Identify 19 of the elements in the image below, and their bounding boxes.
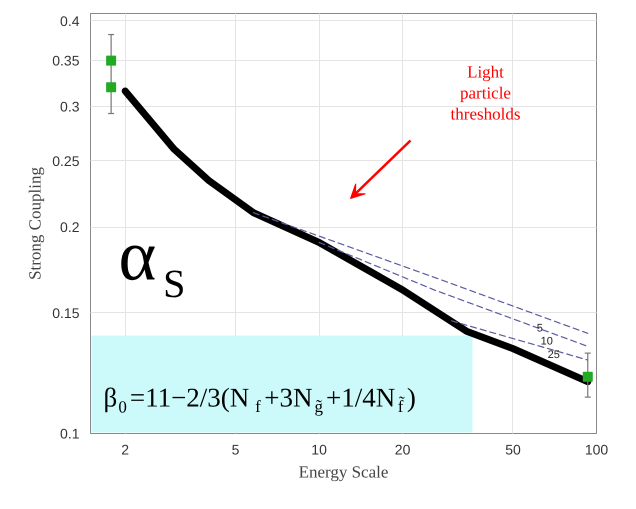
x-tick-label: 5 [232,442,240,458]
y-tick-label: 0.2 [60,219,80,236]
x-axis-title: Energy Scale [298,462,388,482]
y-tick-label: 0.15 [52,304,80,321]
annotation: 5 [536,322,543,334]
y-tick-label: 0.1 [60,426,80,442]
annotation: 25 [548,349,560,362]
x-tick-label: 2 [121,442,130,458]
x-tick-label: 20 [394,442,411,458]
annotation: Light particle thresholds [450,62,520,124]
x-tick-label: 50 [505,442,521,458]
y-tick-label: 0.3 [60,98,80,114]
y-tick-label: 0.4 [60,12,80,29]
y-tick-label: 0.35 [52,52,80,69]
annotation: 10 [540,335,553,348]
x-tick-label: 100 [584,442,608,458]
y-axis-title: Strong Coupling [25,166,44,280]
x-tick-label: 10 [311,442,328,458]
y-tick-label: 0.25 [52,152,80,169]
